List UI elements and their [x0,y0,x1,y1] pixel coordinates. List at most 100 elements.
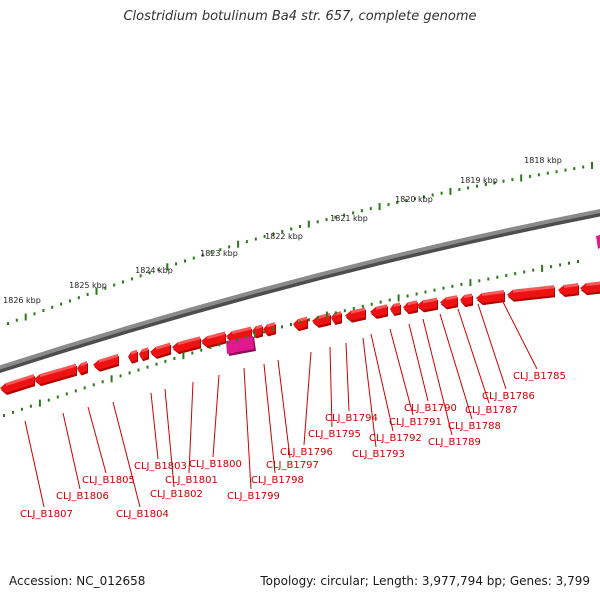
major-tick [307,220,310,228]
gene-label: CLJ_B1796 [280,447,333,458]
gene-leader-line [345,342,350,412]
major-tick [449,187,452,195]
minor-tick [582,165,585,169]
gene-label: CLJ_B1794 [325,413,378,424]
gene-highlight [564,283,578,288]
minor-tick [568,261,570,265]
minor-tick [361,304,364,308]
minor-tick [173,357,176,360]
minor-tick [290,323,292,326]
gene-leader-line [457,308,490,404]
gene-label: CLJ_B1802 [150,489,203,500]
gene-highlight [586,281,600,287]
minor-tick [119,374,122,378]
major-tick [378,203,381,211]
minor-tick [92,383,95,387]
minor-tick [281,325,283,329]
gene-leader-line [362,337,377,448]
minor-tick [496,275,499,279]
minor-tick [467,186,470,190]
gene-label: CLJ_B1806 [56,491,109,502]
gene-highlight [255,324,262,330]
minor-tick [370,302,373,306]
gene-label: CLJ_B1797 [266,460,319,471]
gene-label: CLJ_B1800 [189,459,242,470]
minor-tick [42,309,45,312]
minor-tick [201,253,204,257]
gene-highlight [131,349,137,355]
gene-highlight [142,347,148,353]
gene-leader-line [62,412,81,490]
minor-tick [529,174,532,178]
minor-tick [405,199,408,203]
major-tick [520,174,523,182]
minor-tick [218,343,221,347]
minor-tick [559,263,562,267]
gene-label: CLJ_B1801 [165,475,218,486]
minor-tick [422,195,425,199]
gene-label: CLJ_B1788 [448,421,501,432]
major-tick [166,263,169,271]
scale-label: 1825 kbp [69,281,107,290]
gene-leader-line [277,359,291,459]
inner-scale-ticks [3,260,579,417]
outer-scale-ticks [7,162,593,325]
gene-label: CLJ_B1785 [513,371,566,382]
gene-leader-line [303,351,312,446]
scale-label: 1818 kbp [524,156,562,165]
gene-highlight [423,297,437,304]
gene-labels: CLJ_B1785 CLJ_B1786 CLJ_B1787 CLJ_B1788 CLJ_… [20,371,566,520]
minor-tick [555,170,558,174]
major-tick [591,162,593,169]
major-tick [254,330,257,338]
major-tick [110,375,113,383]
gene-label: CLJ_B1805 [82,475,135,486]
minor-tick [550,265,553,269]
minor-tick [451,284,454,288]
minor-tick [532,268,535,272]
gene-leader-line [212,374,220,458]
scale-label: 1821 kbp [330,214,368,223]
minor-tick [281,229,284,233]
minor-tick [272,232,275,236]
minor-tick [424,290,427,294]
minor-tick [263,330,266,334]
gene-label: CLJ_B1786 [482,391,535,402]
minor-tick [122,280,124,284]
gene-highlight [334,311,341,316]
minor-tick [360,209,363,213]
minor-tick [546,171,549,175]
gene-track [0,235,600,395]
minor-tick [343,213,346,217]
minor-tick [130,277,133,281]
minor-tick [29,404,32,408]
minor-tick [564,168,567,172]
minor-tick [484,183,487,186]
gene-leader-line [439,313,473,420]
minor-tick [523,270,526,274]
gene-leader-line [112,401,141,508]
minor-tick [245,240,248,244]
gene-label: CLJ_B1792 [369,433,422,444]
minor-tick [316,315,319,319]
major-tick [38,399,41,407]
minor-tick [272,327,275,331]
gene-label: CLJ_B1804 [116,509,169,520]
gene-label: CLJ_B1789 [428,437,481,448]
gene-label: CLJ_B1791 [389,417,442,428]
minor-tick [316,220,319,224]
minor-tick [352,307,355,310]
major-tick [95,287,98,295]
gene-leader-line [24,420,45,508]
gene-highlight [207,331,225,340]
major-tick [325,311,328,319]
minor-tick [505,273,508,277]
minor-tick [334,215,337,219]
minor-tick [12,410,14,414]
minor-tick [263,234,266,238]
minor-tick [148,271,151,275]
gene-highlight [393,302,400,307]
gene-highlight [232,326,251,335]
scale-label: 1823 kbp [200,249,238,258]
